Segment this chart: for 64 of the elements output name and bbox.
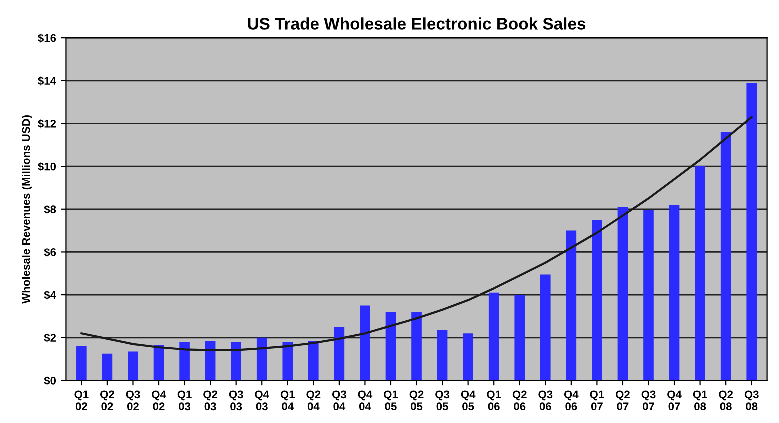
y-tick-label: $8 bbox=[44, 205, 56, 214]
bar bbox=[76, 346, 87, 381]
bar bbox=[282, 342, 294, 381]
bar bbox=[180, 342, 190, 381]
y-tick-label: $14 bbox=[38, 76, 56, 86]
x-tick-label: Q4 06 bbox=[564, 390, 579, 411]
bar bbox=[334, 327, 345, 381]
bar bbox=[644, 210, 654, 381]
bar bbox=[256, 338, 268, 381]
bar bbox=[386, 312, 396, 381]
bar bbox=[102, 354, 113, 381]
bar bbox=[695, 166, 706, 381]
x-tick-label: Q2 04 bbox=[306, 390, 321, 411]
x-tick-label: Q1 05 bbox=[384, 390, 398, 411]
x-tick-label: Q1 03 bbox=[178, 390, 192, 411]
y-tick-label: $2 bbox=[44, 334, 56, 343]
x-tick-label: Q2 07 bbox=[616, 390, 630, 411]
x-tick-label: Q2 03 bbox=[204, 390, 218, 411]
bar bbox=[463, 334, 474, 381]
x-tick-label: Q4 04 bbox=[358, 390, 373, 411]
y-tick-label: $0 bbox=[44, 376, 56, 386]
x-tick-label: Q1 02 bbox=[74, 390, 89, 411]
y-tick-label: $10 bbox=[38, 162, 56, 172]
x-tick-label: Q4 03 bbox=[255, 390, 270, 411]
bar bbox=[231, 342, 242, 381]
x-tick-label: Q1 04 bbox=[280, 390, 295, 411]
x-tick-label: Q3 06 bbox=[538, 390, 553, 411]
bar bbox=[540, 274, 551, 381]
bar bbox=[437, 330, 448, 381]
bar bbox=[308, 341, 319, 381]
y-tick-label: $12 bbox=[38, 120, 56, 129]
x-tick-label: Q1 06 bbox=[487, 390, 502, 411]
bar bbox=[566, 230, 577, 381]
bar bbox=[592, 220, 602, 381]
bar bbox=[618, 207, 628, 381]
x-tick-label: Q2 08 bbox=[719, 390, 734, 411]
y-axis-title: Wholesale Revenues (Millions USD) bbox=[22, 115, 32, 304]
x-tick-label: Q3 03 bbox=[229, 390, 244, 411]
x-tick-label: Q1 08 bbox=[693, 390, 708, 411]
x-tick-label: Q3 05 bbox=[436, 390, 450, 411]
x-tick-label: Q4 02 bbox=[152, 390, 166, 411]
bar bbox=[128, 352, 138, 381]
bar bbox=[720, 132, 732, 381]
bar bbox=[514, 295, 526, 381]
x-tick-label: Q4 05 bbox=[461, 390, 476, 411]
x-tick-label: Q4 07 bbox=[668, 390, 682, 411]
x-tick-label: Q3 04 bbox=[332, 390, 346, 411]
bar bbox=[205, 341, 216, 381]
x-tick-label: Q3 08 bbox=[744, 390, 759, 411]
x-tick-label: Q3 02 bbox=[126, 390, 140, 411]
x-tick-label: Q3 07 bbox=[642, 390, 656, 411]
y-tick-label: $16 bbox=[38, 34, 56, 43]
bar bbox=[746, 83, 758, 381]
bar bbox=[360, 306, 370, 381]
x-tick-label: Q2 02 bbox=[100, 390, 114, 411]
y-tick-label: $6 bbox=[44, 248, 56, 258]
x-tick-label: Q2 06 bbox=[512, 390, 527, 411]
bar bbox=[412, 312, 422, 381]
bar bbox=[488, 292, 500, 381]
y-tick-label: $4 bbox=[44, 290, 56, 300]
chart-title: US Trade Wholesale Electronic Book Sales bbox=[248, 18, 586, 30]
bar bbox=[669, 205, 680, 381]
x-tick-label: Q2 05 bbox=[410, 390, 424, 411]
x-tick-label: Q1 07 bbox=[590, 390, 604, 411]
